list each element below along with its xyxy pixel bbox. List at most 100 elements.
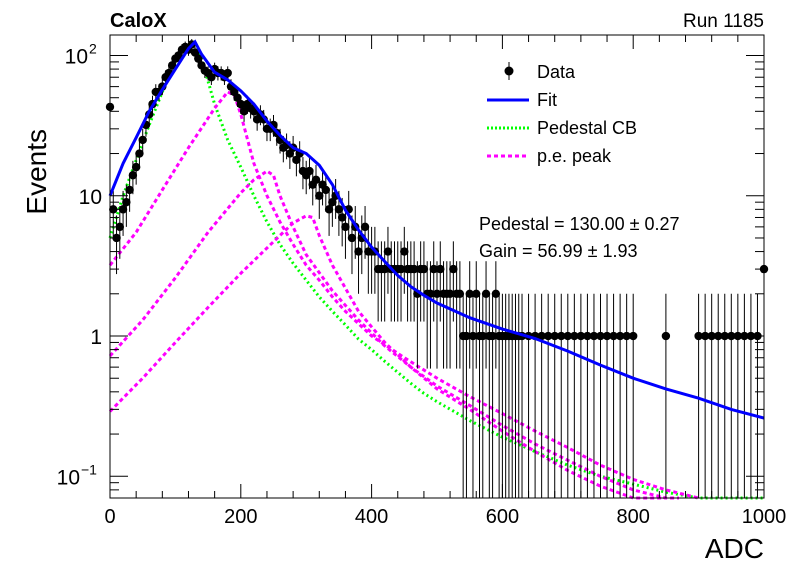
fit-line [108, 39, 765, 420]
data-point-marker [311, 175, 321, 184]
legend-entry-pedestal: Pedestal CB [487, 118, 637, 138]
data-point-marker [138, 135, 147, 145]
data-point [478, 293, 487, 498]
pe-peak-line-1 [108, 90, 699, 500]
data-point-marker [233, 93, 242, 102]
data-point-marker [491, 289, 501, 298]
legend-data-label: Data [537, 62, 576, 82]
data-point-marker [481, 289, 491, 298]
legend-fit-label: Fit [537, 90, 557, 110]
data-point [615, 293, 625, 498]
data-point-marker [465, 289, 474, 298]
data-point-marker [128, 171, 138, 180]
data-point-marker [629, 331, 638, 341]
data-point [570, 293, 579, 498]
data-point [207, 70, 216, 85]
data-point-marker [118, 205, 128, 214]
data-point [629, 293, 638, 498]
data-point-marker [570, 331, 579, 341]
data-point-marker [236, 99, 245, 109]
legend-entry-pe-peak: p.e. peak [487, 146, 612, 166]
data-point [491, 261, 501, 369]
data-point [596, 293, 605, 498]
data-point-marker [583, 331, 592, 341]
data-point [223, 66, 232, 81]
data-point [714, 293, 723, 498]
data-point [321, 173, 331, 212]
legend-entry-fit: Fit [487, 90, 557, 110]
x-tick-label: 200 [224, 506, 257, 528]
data-point-marker [472, 289, 481, 298]
data-point-marker [733, 331, 743, 341]
data-point-marker [400, 247, 409, 256]
y-tick-exponent: −1 [81, 461, 97, 477]
data-point [488, 293, 497, 498]
data-point [449, 241, 458, 322]
x-tick-label: 600 [486, 506, 519, 528]
data-point [125, 173, 134, 212]
data-point-marker [596, 331, 605, 341]
data-point [383, 226, 393, 294]
data-point-marker [380, 264, 389, 274]
data-point [557, 293, 566, 498]
data-point-marker [354, 247, 363, 256]
data-point-marker [455, 289, 465, 298]
data-point [661, 293, 671, 498]
data-point [465, 261, 474, 369]
data-point [328, 184, 337, 227]
data-point [589, 293, 599, 498]
y-axis-title: Events [21, 129, 52, 215]
data-point-marker [383, 247, 393, 256]
x-tick-label: 800 [617, 506, 650, 528]
data-point [131, 153, 141, 185]
data-point-marker [543, 331, 553, 341]
data-point-marker [334, 205, 344, 214]
data-point-marker [315, 191, 324, 200]
data-point-marker [223, 68, 232, 78]
data-point [118, 190, 128, 236]
y-tick-label: 10 [65, 45, 88, 68]
y-tick-exponent: 2 [89, 40, 97, 56]
data-point [609, 293, 618, 498]
data-point-marker [426, 289, 435, 298]
data-point-marker [115, 222, 125, 232]
data-point [194, 52, 203, 66]
data-point-marker [589, 331, 599, 341]
y-tick-label: 10 [79, 186, 102, 209]
data-point-marker [740, 331, 749, 341]
data-point [138, 128, 147, 154]
data-point-marker [478, 331, 487, 341]
data-point [432, 261, 442, 369]
data-point-marker [661, 331, 671, 341]
data-point-marker [714, 331, 723, 341]
data-point-marker [432, 289, 442, 298]
data-point [462, 293, 471, 498]
pe-peak-line-2 [108, 169, 679, 500]
data-point [694, 293, 703, 498]
legend-entry-data: Data [504, 62, 576, 82]
legend: Data Fit Pedestal CB p.e. peak [487, 62, 637, 166]
data-point-marker [328, 197, 337, 207]
y-tick-label: 1 [90, 326, 102, 349]
y-tick-label: 10 [57, 466, 80, 489]
data-point-marker [707, 331, 716, 341]
data-point-marker [194, 54, 203, 63]
data-point [707, 293, 716, 498]
pedestal-fit-result: Pedestal = 130.00 ± 0.27 [479, 214, 680, 234]
x-tick-label: 1000 [742, 506, 787, 528]
data-point-marker [131, 162, 141, 172]
data-point [733, 293, 743, 498]
data-point [324, 190, 334, 236]
data-point-marker [537, 331, 546, 341]
data-point [468, 293, 478, 498]
legend-pedestal-label: Pedestal CB [537, 118, 637, 138]
data-point-marker [694, 331, 703, 341]
fit-curve [108, 39, 765, 420]
data-points [105, 39, 769, 498]
data-point-marker [135, 149, 144, 158]
legend-data-marker [504, 66, 514, 76]
data-point-marker [720, 331, 729, 341]
data-point [576, 293, 586, 498]
